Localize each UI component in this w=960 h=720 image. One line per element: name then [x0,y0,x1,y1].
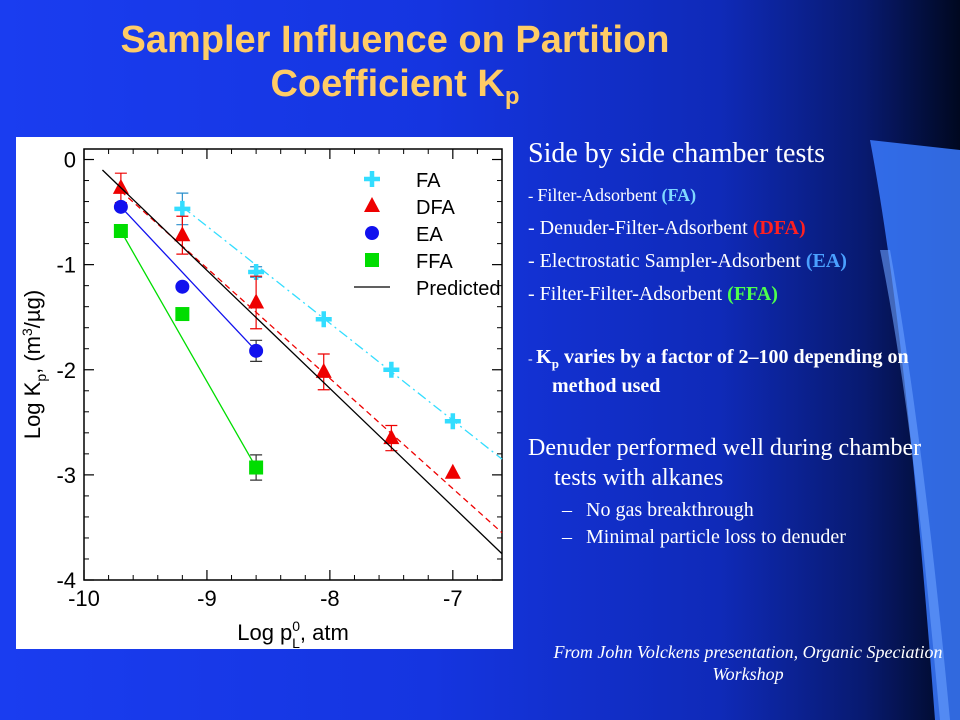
ea-point [249,343,264,358]
y-axis-label-part: p [33,374,49,382]
y-tick-label: 0 [64,148,76,173]
x-axis-label-part: , atm [300,620,349,645]
title-line-1: Sampler Influence on Partition [120,19,670,61]
method-item-dfa: - Denuder-Filter-Adsorbent (DFA) [528,217,958,240]
method-list: - Filter-Adsorbent (FA) - Denuder-Filter-… [528,184,958,306]
legend-marker-ffa [365,253,379,267]
method-item-ffa: - Filter-Filter-Adsorbent (FFA) [528,283,958,306]
dfa-point [248,293,265,309]
dfa-point [112,178,129,194]
x-axis-label-part: Log p [237,620,292,645]
fa-point [174,200,191,217]
ffa-point [113,223,128,238]
method-abbr: (EA) [805,250,847,272]
x-tick-label: -10 [68,586,100,611]
x-axis-label-part: L [292,635,300,649]
y-tick-label: -2 [56,358,76,383]
y-axis-label-part: , (m [20,336,45,374]
y-tick-label: -4 [56,568,76,593]
fa-fit-line [181,206,503,460]
method-abbr: (FFA) [727,283,778,305]
ea-point [113,199,128,214]
ea-point [175,279,190,294]
method-item-fa: - Filter-Adsorbent (FA) [528,184,958,207]
ffa-fit-line [120,230,257,468]
fa-point [444,413,461,430]
legend-label-ffa: FFA [416,251,453,273]
method-name: Filter-Adsorbent [537,185,662,205]
legend-marker-dfa [364,197,380,212]
y-axis-label-part: /µg) [20,290,45,328]
dfa-point [174,226,191,242]
predicted-fit-line [101,169,503,555]
method-name: Filter-Filter-Adsorbent [539,283,728,305]
fa-point [383,361,400,378]
sub-bullet: – No gas breakthrough [562,499,754,521]
y-tick-label: -1 [56,253,76,278]
plot-frame [83,148,503,581]
chart-panel: -10 -9 -8 -7 0 -1 -2 -3 -4 Log p0 L, atm Log Kp, (m… [16,137,513,651]
legend-label-predicted: Predicted [416,278,501,300]
bullet-panel: Side by side chamber tests - Filter-Adso… [528,138,958,553]
ffa-point [249,460,264,475]
y-axis-label-part: 3 [19,328,35,336]
bullets-heading: Side by side chamber tests [528,138,826,169]
dfa-point [444,463,461,479]
bullet-dash: - [528,250,540,272]
kp-bullet: - Kp varies by a factor of 2–100 dependi… [528,346,909,397]
method-name: Electrostatic Sampler-Adsorbent [539,250,806,272]
denuder-bullet: Denuder performed well during chamber te… [528,435,922,491]
slide-title: Sampler Influence on Partition Coefficie… [0,18,790,119]
bullet-dash: - [528,283,540,305]
legend-marker-fa [364,171,380,187]
y-axis-label-part: Log K [20,381,45,439]
method-abbr: (FA) [661,185,697,205]
x-axis-label-part: 0 [292,618,300,634]
x-tick-label: -9 [197,586,217,611]
dfa-point [315,362,332,378]
bullet-dash: - [528,217,540,239]
method-item-ea: - Electrostatic Sampler-Adsorbent (EA) [528,250,958,273]
legend-label-fa: FA [416,170,441,192]
ea-fit-line [120,206,257,352]
method-name: Denuder-Filter-Adsorbent [539,217,753,239]
citation: From John Volckens presentation, Organic… [553,642,943,684]
legend-label-dfa: DFA [416,197,456,219]
legend-marker-ea [365,226,379,240]
bullet-dash: - [528,188,538,205]
x-tick-label: -7 [443,586,463,611]
title-line-2: Coefficient Kp [270,63,520,110]
fa-point [315,311,332,328]
x-axis-label: Log p0 L, atm [237,618,349,649]
sub-bullet: – Minimal particle loss to denuder [562,526,846,548]
ffa-point [175,307,190,322]
x-tick-label: -8 [320,586,340,611]
method-abbr: (DFA) [752,217,806,239]
dfa-point [383,429,400,445]
legend-label-ea: EA [416,224,443,246]
y-axis-label: Log Kp, (m3/µg) [19,290,49,439]
y-tick-label: -3 [56,463,76,488]
